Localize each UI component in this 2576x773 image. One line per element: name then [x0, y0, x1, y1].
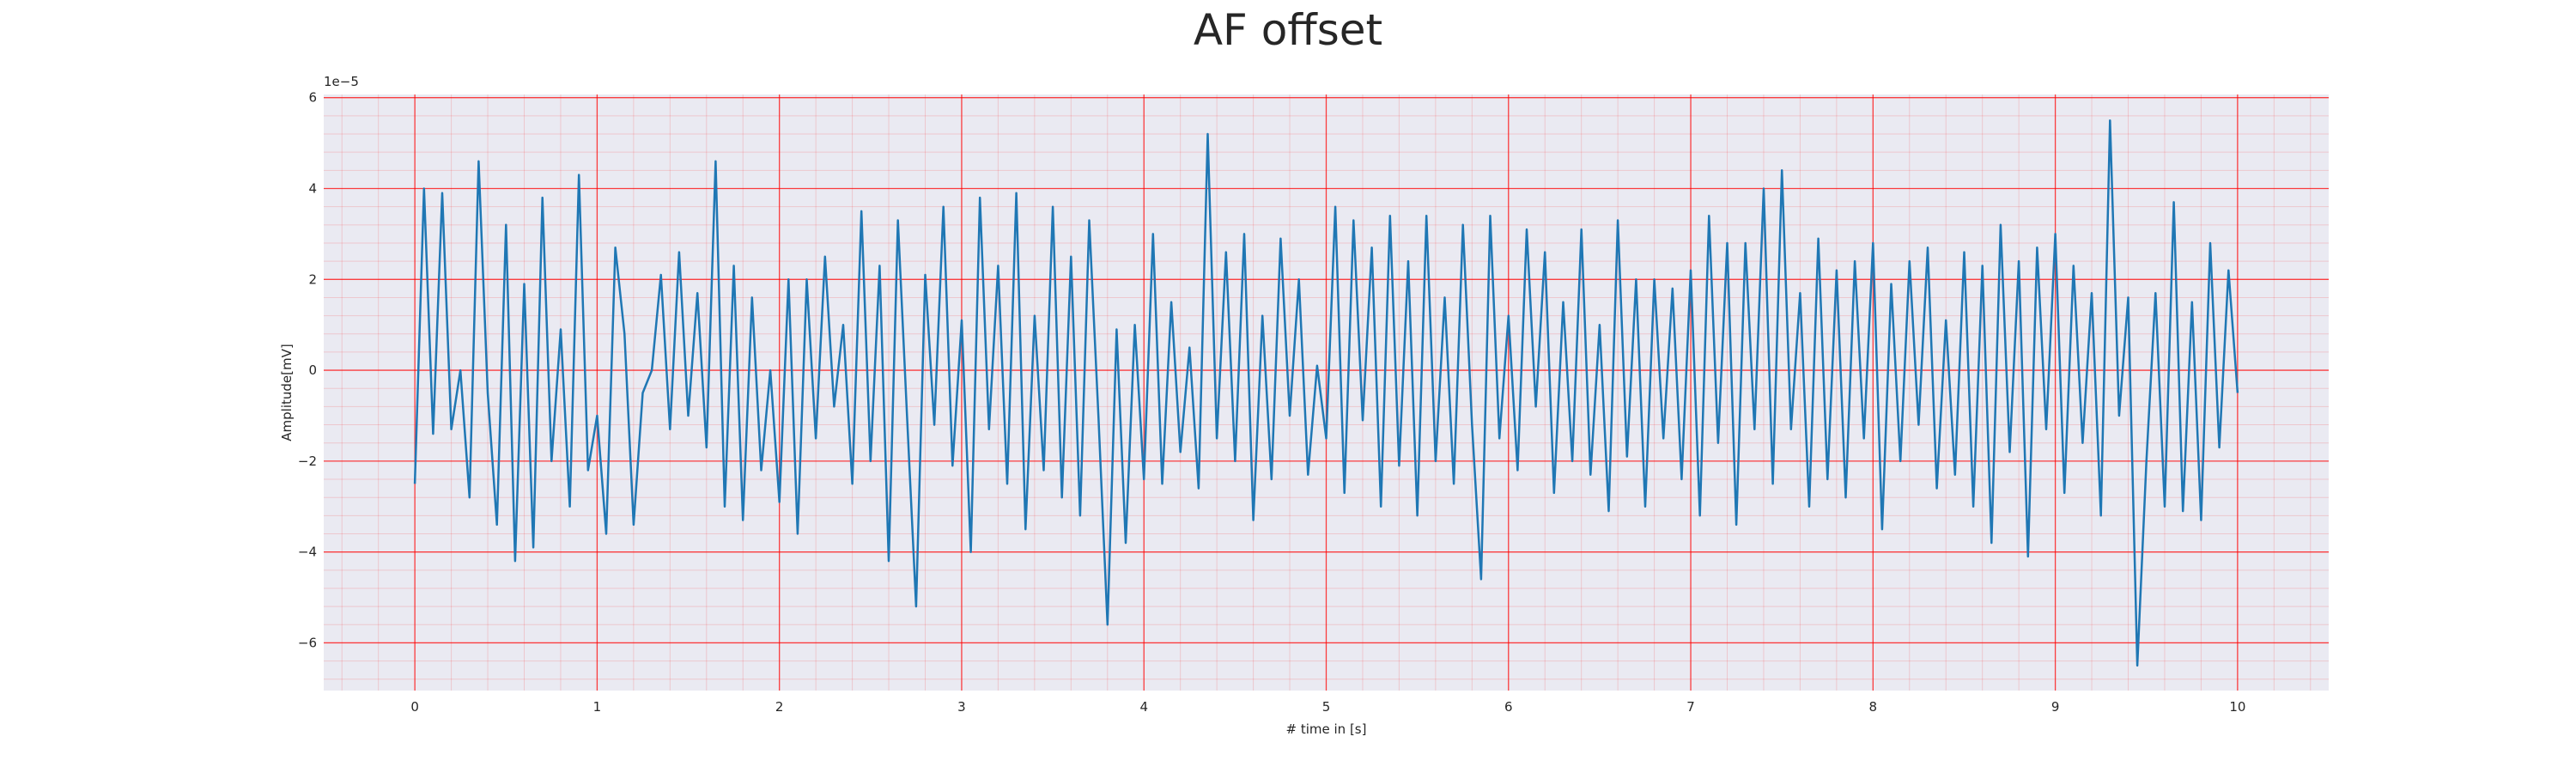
x-tick-label: 3 — [957, 699, 966, 715]
y-tick-label: 0 — [308, 362, 317, 378]
chart-title: AF offset — [1194, 5, 1382, 55]
y-axis-label: Amplitude[mV] — [279, 344, 295, 441]
y-tick-label: 4 — [308, 180, 317, 196]
x-tick-label: 9 — [2051, 699, 2060, 715]
y-tick-label: −4 — [298, 545, 317, 560]
x-axis-label: # time in [s] — [1286, 721, 1367, 737]
x-tick-label: 5 — [1322, 699, 1331, 715]
x-tick-label: 0 — [410, 699, 419, 715]
y-tick-label: −6 — [298, 635, 317, 650]
axis-offset-label: 1e−5 — [324, 74, 359, 89]
x-tick-label: 4 — [1139, 699, 1148, 715]
x-tick-label: 2 — [775, 699, 784, 715]
x-tick-label: 10 — [2229, 699, 2245, 715]
y-tick-label: −2 — [298, 453, 317, 469]
y-tick-label: 6 — [308, 90, 317, 106]
x-tick-label: 7 — [1686, 699, 1695, 715]
data-line — [413, 119, 2239, 667]
y-tick-label: 2 — [308, 271, 317, 287]
x-tick-label: 6 — [1504, 699, 1513, 715]
x-tick-label: 8 — [1869, 699, 1878, 715]
x-tick-label: 1 — [593, 699, 602, 715]
